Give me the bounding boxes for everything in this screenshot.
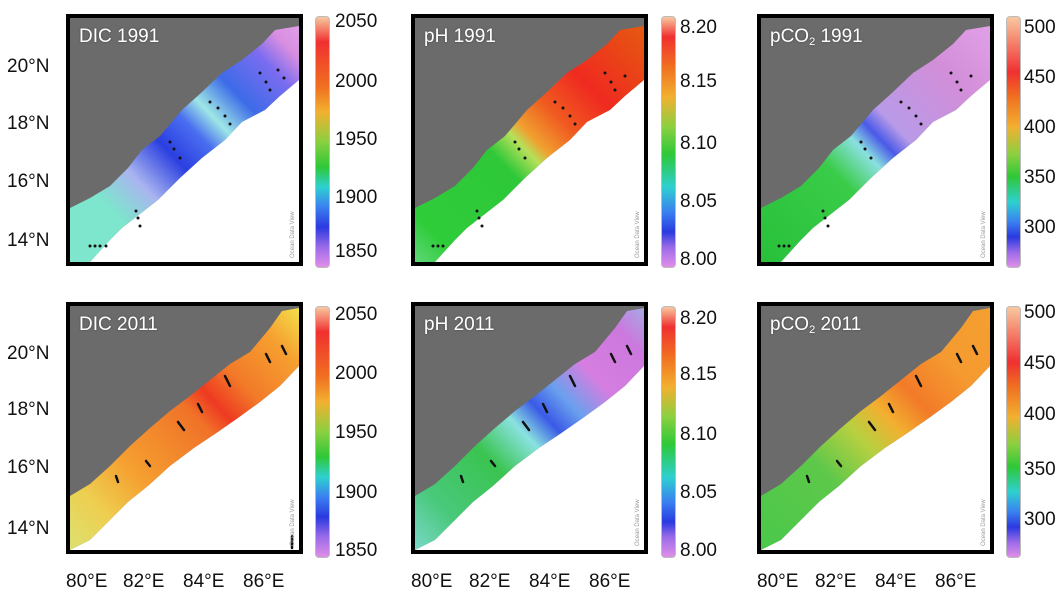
ocean-data-view-watermark: Ocean Data View	[981, 499, 987, 546]
colorbar-dic-label-2000-bottom: 2000	[335, 363, 378, 384]
lat-label-14n-top: 14°N	[7, 230, 50, 251]
colorbar-pco2-label-500-top: 500	[1024, 17, 1056, 38]
lat-label-18n-top: 18°N	[7, 113, 50, 134]
colorbar-dic-label-2050-top: 2050	[335, 11, 378, 32]
lon-label-86e-col3: 86°E	[935, 571, 977, 592]
map-ph-1991	[415, 18, 644, 262]
panel-title: pH 1991	[424, 26, 496, 47]
colorbar-pco2-label-300-top: 300	[1024, 217, 1056, 238]
panel-title: pCO2 1991	[770, 26, 863, 48]
lon-label-86e-col1: 86°E	[243, 571, 285, 592]
colorbar-pco2-label-300-bottom: 300	[1024, 509, 1056, 530]
colorbar-ph-label-810-bottom: 8.10	[680, 424, 717, 445]
colorbar-dic-label-1950-top: 1950	[335, 129, 378, 150]
lon-label-84e-col3: 84°E	[875, 571, 917, 592]
panel-title: DIC 1991	[79, 26, 160, 47]
map-panel-pco2-1991: pCO2 1991 Ocean Data View	[757, 14, 994, 266]
map-dic-2011	[70, 306, 299, 550]
lat-label-16n-bottom: 16°N	[7, 457, 50, 478]
colorbar-ph-label-810-top: 8.10	[680, 133, 717, 154]
map-dic-1991	[70, 18, 299, 262]
colorbar-pco2-label-450-top: 450	[1024, 67, 1056, 88]
colorbar-ph-label-800-top: 8.00	[680, 249, 717, 270]
lat-label-20n-bottom: 20°N	[7, 343, 50, 364]
map-panel-ph-1991: pH 1991 Ocean Data View	[411, 14, 648, 266]
map-pco2-1991	[761, 18, 990, 262]
lon-label-86e-col2: 86°E	[589, 571, 631, 592]
lat-label-18n-bottom: 18°N	[7, 399, 50, 420]
panel-title: pCO2 2011	[770, 314, 862, 336]
colorbar-pco2-label-350-top: 350	[1024, 167, 1056, 188]
colorbar-dic-label-1900-bottom: 1900	[335, 482, 378, 503]
map-panel-dic-1991: DIC 1991 Ocean Data View	[66, 14, 303, 266]
colorbar-ph-label-800-bottom: 8.00	[680, 540, 717, 561]
colorbar-ph-1991	[661, 16, 676, 268]
colorbar-ph-label-820-top: 8.20	[680, 17, 717, 38]
panel-title: DIC 2011	[79, 314, 158, 335]
lon-label-84e-col1: 84°E	[183, 571, 225, 592]
lat-label-20n-top: 20°N	[7, 56, 50, 77]
colorbar-dic-label-1900-top: 1900	[335, 187, 378, 208]
map-panel-dic-2011: DIC 2011 Ocean Data View	[66, 302, 303, 554]
sea-field	[70, 26, 299, 262]
colorbar-ph-label-815-top: 8.15	[680, 71, 717, 92]
colorbar-ph-label-805-bottom: 8.05	[680, 482, 717, 503]
colorbar-dic-1991	[315, 16, 330, 268]
colorbar-dic-label-1850-bottom: 1850	[335, 540, 378, 561]
colorbar-pco2-1991	[1006, 16, 1021, 268]
colorbar-ph-label-820-bottom: 8.20	[680, 308, 717, 329]
lat-label-16n-top: 16°N	[7, 171, 50, 192]
lon-label-80e-col1: 80°E	[66, 571, 108, 592]
colorbar-pco2-label-400-bottom: 400	[1024, 404, 1056, 425]
colorbar-pco2-label-450-bottom: 450	[1024, 353, 1056, 374]
colorbar-dic-2011	[315, 306, 330, 558]
ocean-data-view-watermark: Ocean Data View	[290, 211, 296, 258]
colorbar-dic-label-1950-bottom: 1950	[335, 422, 378, 443]
ocean-data-view-watermark: Ocean Data View	[635, 211, 641, 258]
outside-data	[90, 80, 299, 262]
map-panel-ph-2011: pH 2011 Ocean Data View	[411, 302, 648, 554]
lon-label-82e-col3: 82°E	[815, 571, 857, 592]
lon-label-82e-col2: 82°E	[469, 571, 511, 592]
colorbar-ph-label-815-bottom: 8.15	[680, 364, 717, 385]
lat-label-14n-bottom: 14°N	[7, 518, 50, 539]
colorbar-pco2-label-350-bottom: 350	[1024, 459, 1056, 480]
lon-label-80e-col3: 80°E	[757, 571, 799, 592]
ocean-data-view-watermark: Ocean Data View	[635, 499, 641, 546]
ocean-data-view-watermark: Ocean Data View	[981, 211, 987, 258]
map-ph-2011	[415, 306, 644, 550]
colorbar-pco2-label-400-top: 400	[1024, 117, 1056, 138]
colorbar-ph-2011	[661, 306, 676, 558]
colorbar-ph-label-805-top: 8.05	[680, 191, 717, 212]
stations	[114, 344, 294, 550]
colorbar-pco2-label-500-bottom: 500	[1024, 302, 1056, 323]
colorbar-dic-label-1850-top: 1850	[335, 241, 378, 262]
colorbar-pco2-2011	[1006, 306, 1021, 558]
map-panel-pco2-2011: pCO2 2011 Ocean Data View	[757, 302, 994, 554]
lon-label-82e-col1: 82°E	[123, 571, 165, 592]
colorbar-dic-label-2050-bottom: 2050	[335, 304, 378, 325]
lon-label-80e-col2: 80°E	[411, 571, 453, 592]
ocean-data-view-watermark: Ocean Data View	[290, 499, 296, 546]
panel-title: pH 2011	[424, 314, 495, 335]
lon-label-84e-col2: 84°E	[529, 571, 571, 592]
stations	[88, 68, 286, 248]
map-pco2-2011	[761, 306, 990, 550]
colorbar-dic-label-2000-top: 2000	[335, 71, 378, 92]
